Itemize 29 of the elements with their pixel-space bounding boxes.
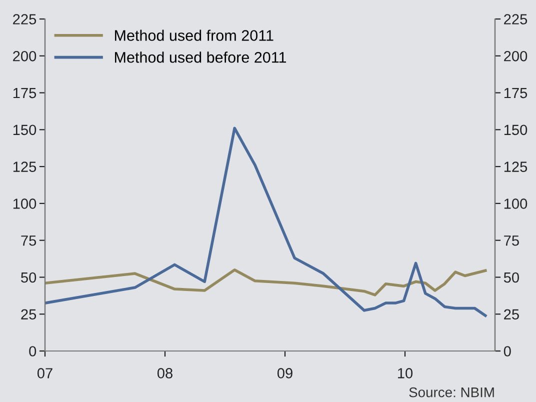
y-tick-label: 225	[13, 14, 36, 24]
y2-tick-label: 125	[504, 162, 528, 172]
line-series	[45, 268, 487, 296]
x-tick-label: 10	[398, 368, 413, 378]
line-series	[45, 126, 487, 317]
y2-tick-label: 100	[504, 198, 528, 209]
y2-tick-label: 175	[504, 88, 528, 98]
y2-tick-label: 25	[504, 309, 519, 320]
y-tick-label: 25	[21, 309, 36, 320]
y-tick-label: 125	[13, 162, 36, 172]
x-tick-label: 07	[37, 368, 52, 378]
x-tick-label: 08	[157, 368, 172, 378]
y2-tick-label: 50	[504, 272, 519, 283]
y-tick-label: 75	[21, 236, 36, 246]
y-tick-label: 200	[13, 50, 36, 62]
y2-tick-label: 200	[504, 50, 528, 62]
x-tick-label: 09	[277, 368, 292, 378]
y2-tick-label: 0	[504, 346, 511, 356]
source-note: Source: NBIM	[409, 387, 494, 398]
y2-tick-label: 150	[504, 124, 528, 136]
legend-label: Method used from 2011	[115, 30, 274, 41]
y-tick-label: 100	[13, 198, 36, 209]
y2-tick-label: 225	[504, 14, 528, 24]
legend-label: Method used before 2011	[115, 52, 286, 63]
y-tick-label: 0	[29, 346, 36, 356]
y2-tick-label: 75	[504, 236, 519, 246]
y-tick-label: 50	[21, 272, 36, 283]
y-tick-label: 150	[13, 124, 36, 136]
y-tick-label: 175	[13, 88, 36, 98]
